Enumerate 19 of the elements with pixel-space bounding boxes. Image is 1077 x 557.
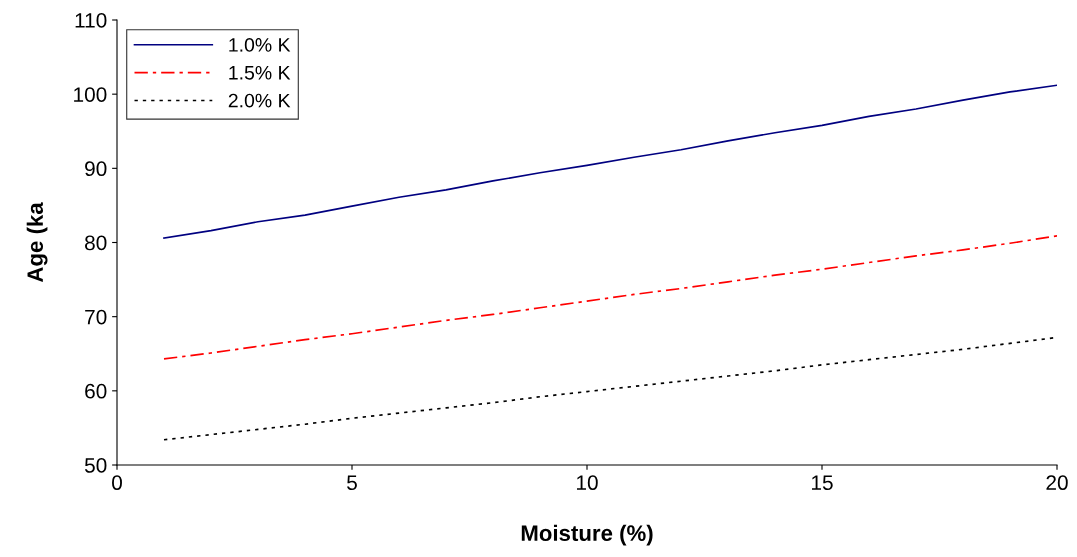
legend-label: 1.0% K [229,38,291,52]
line-series [163,234,1057,360]
line-series [163,84,1057,239]
x-tick-label: 20 [1046,475,1068,491]
y-tick-label: 90 [85,161,107,177]
x-axis-title: Moisture (%) [521,524,653,546]
legend-label: 2.0% K [228,93,291,108]
y-tick-label: 60 [85,383,107,399]
x-tick-label: 10 [577,475,598,491]
y-tick-label: 100 [74,87,107,102]
legend-label: 1.5% K [229,65,291,80]
x-tick-label: 15 [812,475,833,491]
y-tick-label: 110 [75,13,107,28]
x-tick-label: 5 [347,475,357,491]
y-tick-label: 70 [85,309,107,325]
y-tick-label: 50 [84,458,107,473]
y-tick-label: 80 [85,235,107,251]
y-axis-title: Age (ka [26,202,48,283]
x-tick-label: 0 [112,475,122,491]
